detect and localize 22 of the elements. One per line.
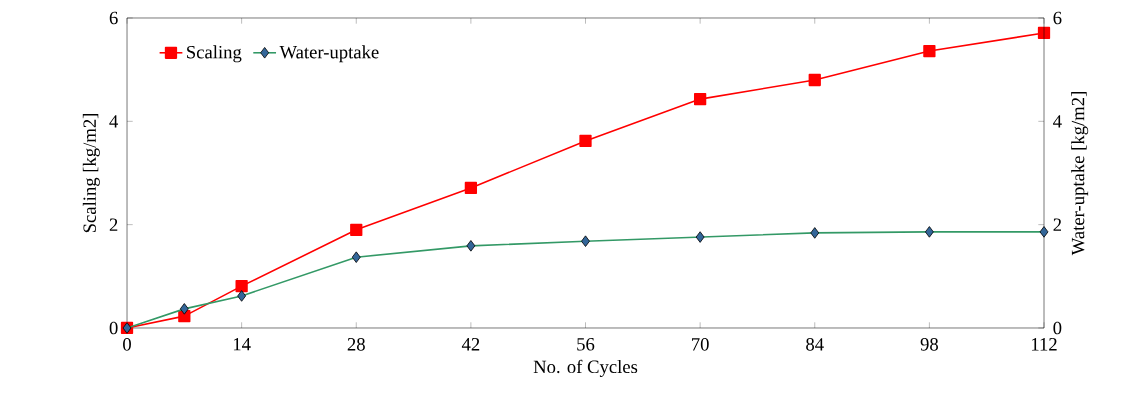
x-tick-label: 28 [347, 338, 365, 351]
x-tick-label: 70 [692, 338, 709, 351]
x-tick-label: 42 [461, 338, 480, 351]
x-tick-label: 84 [806, 338, 824, 351]
y-tick-label: 0 [109, 321, 118, 335]
y-axis-title: Scaling [kg/m2] [82, 113, 100, 233]
legend-label: Water-uptake [279, 45, 379, 63]
y-tick-label: 6 [109, 11, 118, 25]
y2-tick-label: 4 [1053, 115, 1062, 128]
x-tick-label: 98 [920, 338, 938, 351]
y-tick-label: 2 [109, 218, 118, 231]
y2-tick-label: 0 [1053, 321, 1062, 335]
x-tick-label: 14 [233, 338, 251, 351]
y2-tick-label: 6 [1053, 11, 1062, 25]
y-tick-label: 4 [109, 115, 119, 128]
x-tick-label: 112 [1031, 338, 1057, 351]
y2-axis-title: Water-uptake [kg/m2] [1071, 92, 1089, 256]
y2-tick-label: 2 [1053, 218, 1062, 231]
x-axis-title: No. of Cycles [533, 359, 638, 377]
x-tick-label: 56 [577, 338, 595, 351]
x-tick-label: 0 [123, 338, 131, 351]
legend-label: Scaling [187, 45, 242, 63]
